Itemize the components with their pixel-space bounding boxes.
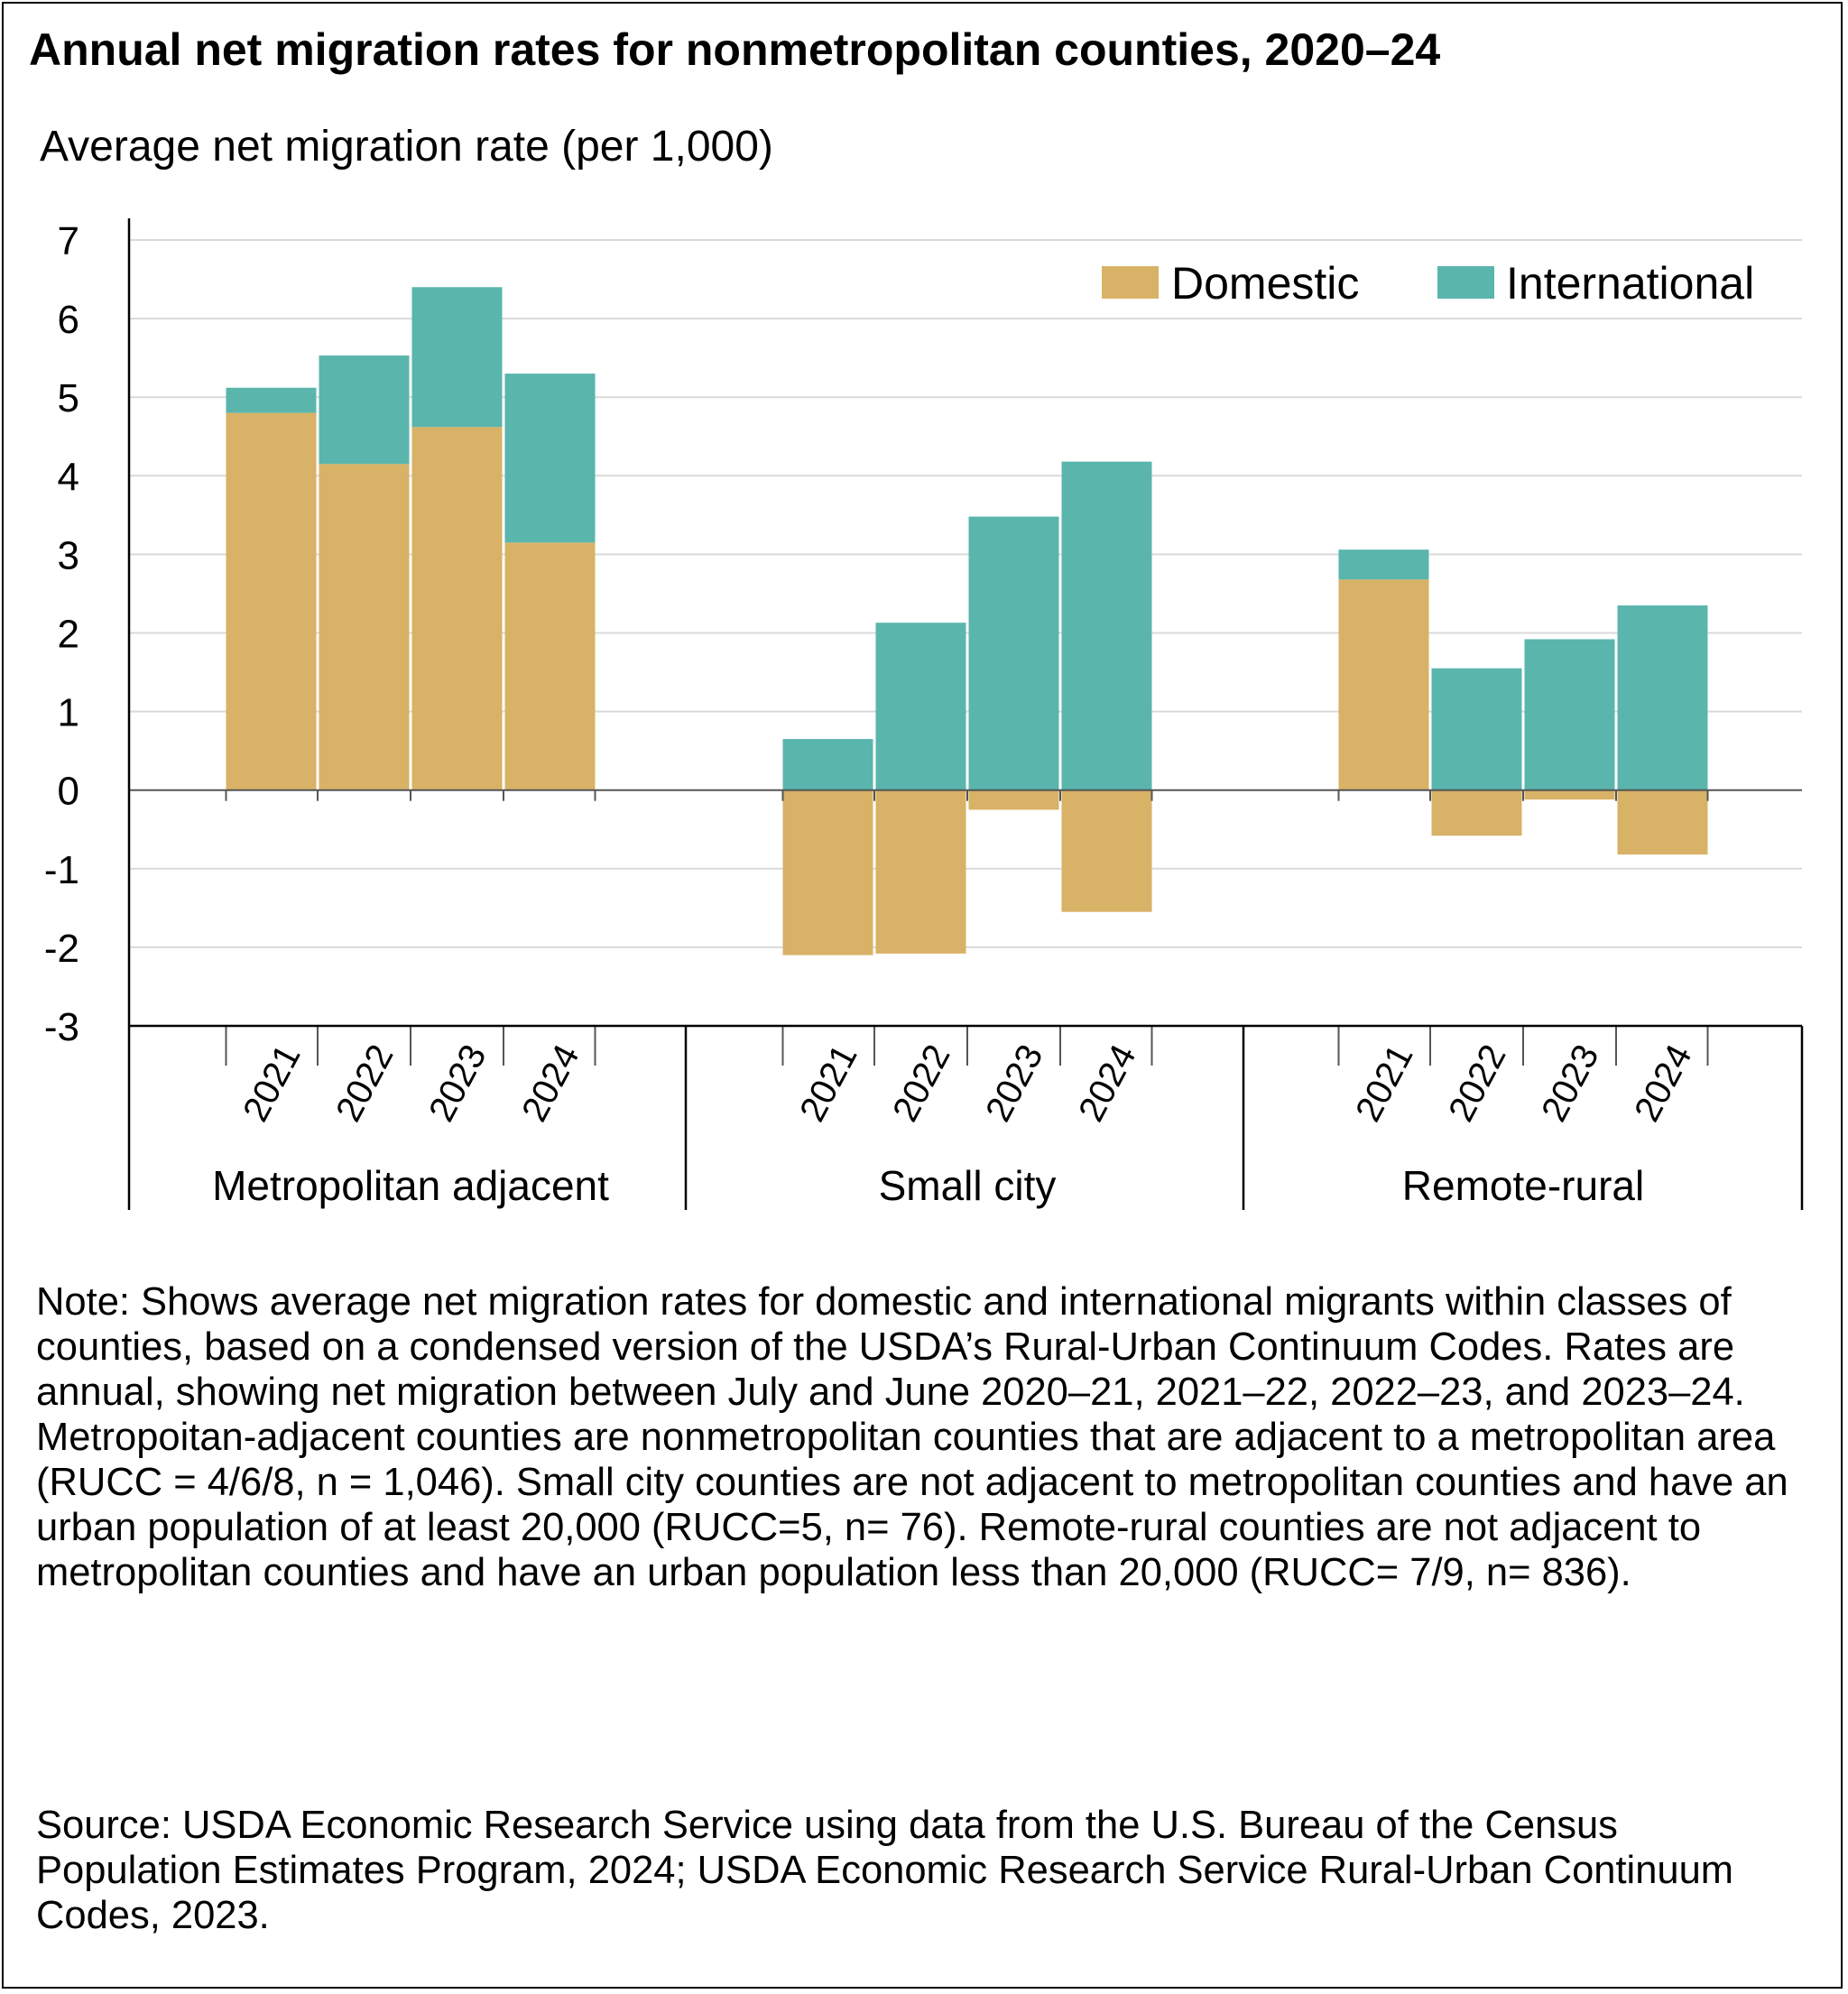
group-label: Small city	[879, 1162, 1057, 1209]
bar-international	[782, 739, 873, 790]
bar-international	[1431, 668, 1522, 790]
year-label: 2023	[978, 1039, 1051, 1128]
year-label: 2022	[328, 1039, 402, 1128]
bar-international	[226, 387, 317, 413]
bar-international	[1338, 549, 1429, 580]
y-tick-label: -2	[44, 927, 79, 971]
year-label: 2023	[1534, 1039, 1607, 1128]
y-tick-label: 5	[58, 376, 79, 420]
y-tick-label: 6	[58, 298, 79, 342]
chart-title: Annual net migration rates for nonmetrop…	[29, 24, 1441, 75]
y-tick-label: 4	[58, 455, 79, 499]
year-label: 2021	[236, 1039, 309, 1128]
legend-swatch-international	[1437, 266, 1494, 299]
bar-domestic	[968, 789, 1059, 810]
y-axis-label: Average net migration rate (per 1,000)	[40, 123, 773, 171]
chart-area: Average net migration rate (per 1,000) 7…	[40, 123, 1804, 1210]
group-label: Remote-rural	[1402, 1162, 1644, 1209]
footnote: Note: Shows average net migration rates …	[36, 1280, 1788, 1594]
bar-domestic	[226, 412, 317, 790]
bar-domestic	[319, 464, 410, 790]
bar-domestic	[1061, 789, 1152, 912]
bar-domestic	[411, 427, 503, 790]
bar-international	[319, 355, 410, 465]
year-label: 2024	[514, 1039, 587, 1128]
year-label: 2022	[1441, 1039, 1514, 1128]
bar-international	[875, 623, 966, 790]
year-label: 2022	[885, 1039, 958, 1128]
y-tick-label: 3	[58, 533, 79, 577]
bar-international	[504, 374, 596, 543]
bar-domestic	[875, 789, 966, 954]
legend-label-international: International	[1506, 258, 1754, 309]
bar-international	[968, 516, 1059, 790]
bar-international	[1617, 605, 1708, 790]
group-label: Metropolitan adjacent	[212, 1162, 609, 1209]
bar-domestic	[504, 542, 596, 790]
source-note: Source: USDA Economic Research Service u…	[36, 1804, 1734, 1937]
year-label: 2021	[1348, 1039, 1421, 1128]
y-tick-label: 7	[58, 219, 79, 263]
year-label: 2024	[1627, 1039, 1700, 1128]
year-label: 2021	[792, 1039, 865, 1128]
year-label: 2023	[421, 1039, 494, 1128]
y-tick-label: 2	[58, 613, 79, 657]
bar-international	[1524, 639, 1615, 790]
bar-international	[1061, 461, 1152, 790]
bar-domestic	[782, 789, 873, 955]
year-label: 2024	[1071, 1039, 1144, 1128]
y-tick-label: -1	[44, 848, 79, 892]
bar-domestic	[1338, 579, 1429, 790]
bar-domestic	[1617, 789, 1708, 855]
bar-domestic	[1524, 789, 1615, 800]
y-tick-label: 1	[58, 691, 79, 735]
bar-domestic	[1431, 789, 1522, 836]
y-tick-label: -3	[44, 1005, 79, 1049]
y-tick-label: 0	[58, 770, 79, 814]
bar-international	[411, 287, 503, 428]
legend-label-domestic: Domestic	[1171, 258, 1359, 309]
legend-swatch-domestic	[1102, 266, 1159, 299]
